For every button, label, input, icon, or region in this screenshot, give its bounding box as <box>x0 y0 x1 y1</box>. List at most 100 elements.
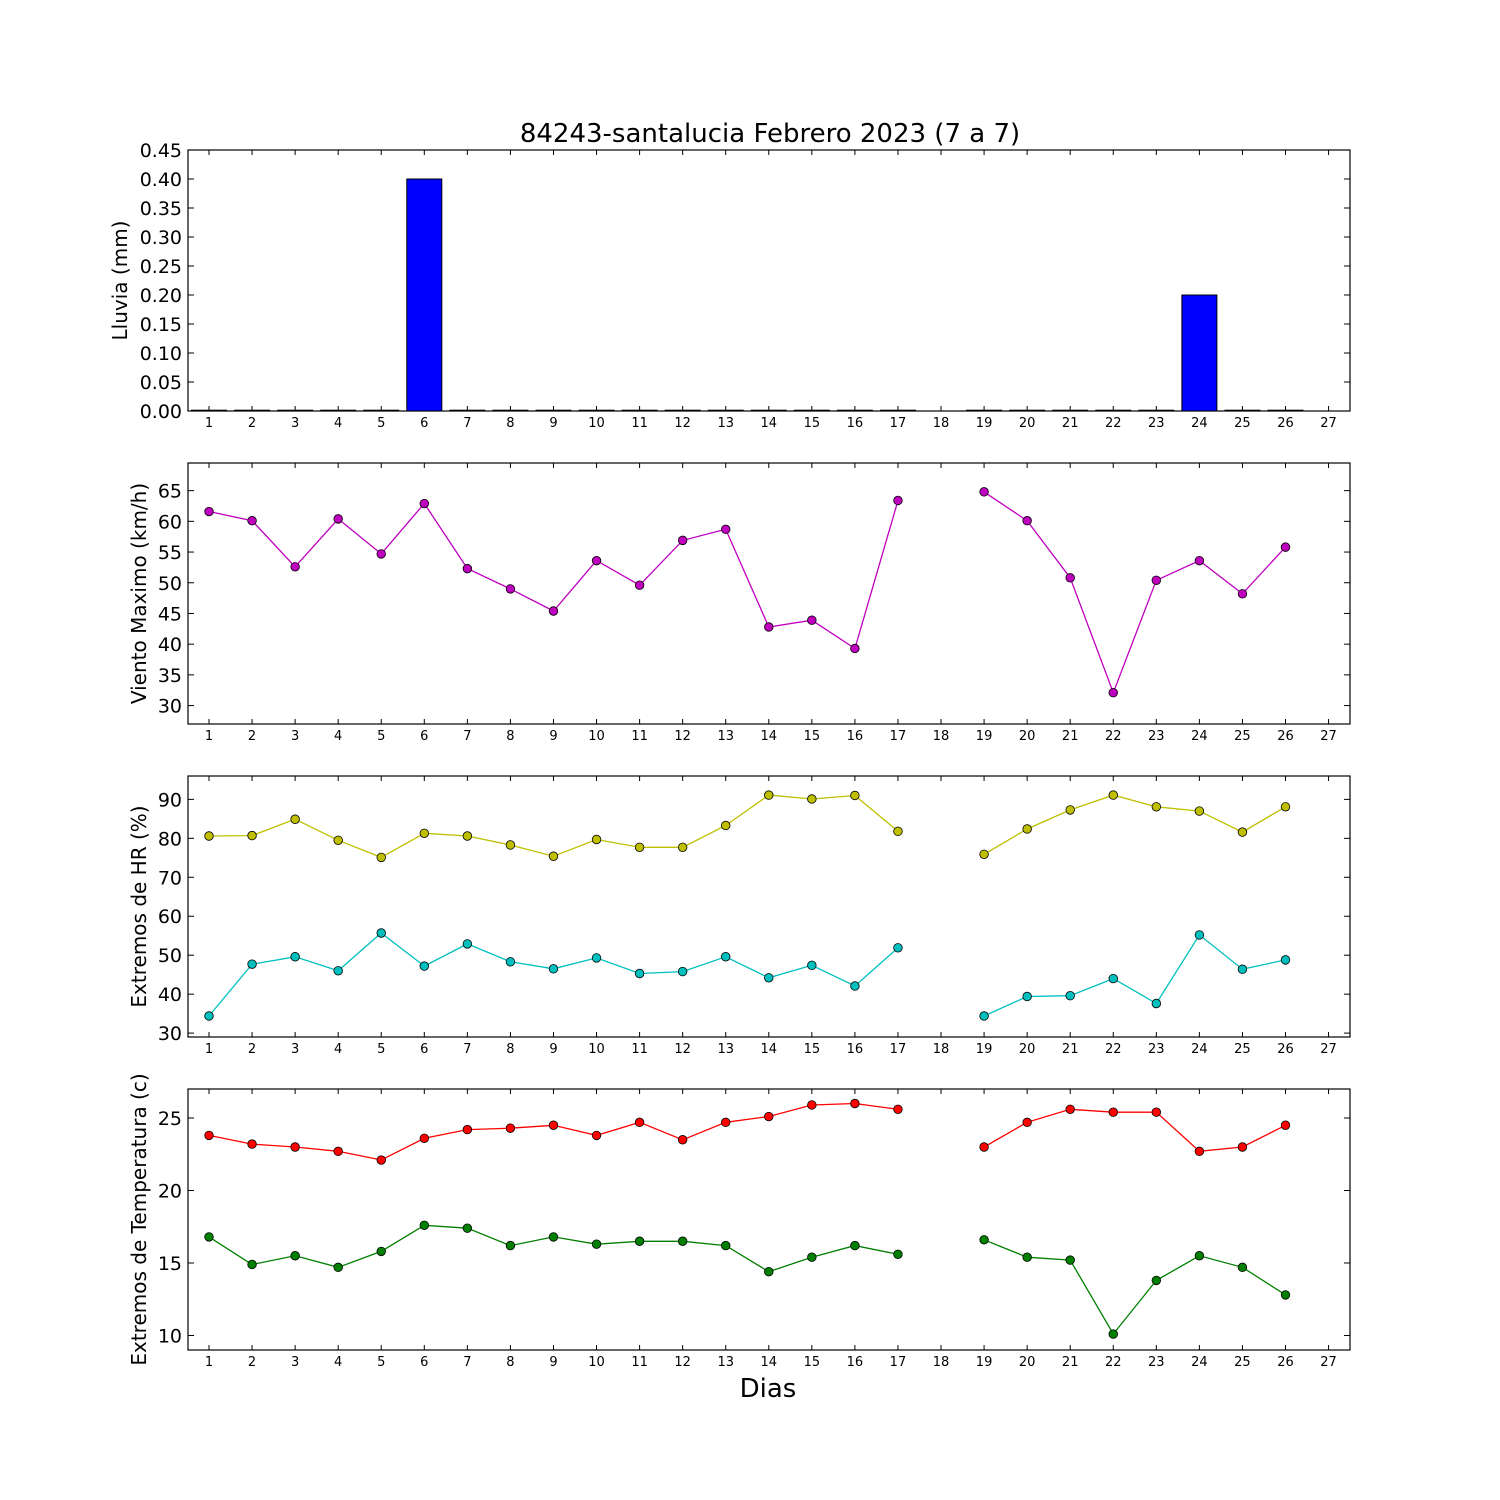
rain-bar <box>578 409 615 412</box>
x-tick-label: 23 <box>1148 729 1165 744</box>
data-point <box>462 1124 473 1135</box>
rain-bar <box>750 409 787 412</box>
panel-frame <box>187 1088 1351 1351</box>
data-point <box>505 957 516 967</box>
data-point <box>1280 1290 1291 1300</box>
rain-bar <box>277 409 314 412</box>
data-point <box>979 487 989 497</box>
y-axis-label: Extremos de HR (%) <box>127 805 151 1007</box>
data-point <box>290 814 300 824</box>
x-tick-label: 5 <box>377 729 385 744</box>
data-point <box>1065 991 1075 1001</box>
chart-panels: 0.00 0.05 0.10 0.15 0.20 0.25 0.30 0.35 0.40 0.45… <box>108 140 1351 1370</box>
x-tick-label: 13 <box>717 1355 734 1370</box>
data-point <box>333 1262 343 1273</box>
x-tick-label: 18 <box>933 729 950 744</box>
x-tick-label: 21 <box>1062 1042 1079 1057</box>
x-tick-label: 23 <box>1148 1042 1165 1057</box>
data-point <box>1022 1117 1032 1128</box>
x-tick-label: 18 <box>933 416 950 431</box>
rain-bar <box>1009 409 1046 412</box>
data-point <box>1108 973 1118 984</box>
x-tick-label: 10 <box>588 1042 605 1057</box>
y-tick-label: 30 <box>158 696 182 718</box>
data-point <box>419 828 430 838</box>
x-tick-label: 2 <box>248 1355 256 1370</box>
x-tick-label: 16 <box>847 729 864 744</box>
data-point <box>807 1100 817 1110</box>
data-point <box>677 535 688 546</box>
data-point <box>505 584 516 594</box>
data-point <box>850 790 860 801</box>
data-point <box>979 1142 989 1152</box>
y-tick-label: 30 <box>158 1023 182 1045</box>
x-tick-label: 4 <box>334 416 342 431</box>
rain-bar <box>793 409 830 412</box>
data-point <box>333 514 343 524</box>
data-point <box>505 1240 516 1251</box>
data-point <box>591 1130 602 1141</box>
data-point <box>1280 955 1291 965</box>
data-point <box>677 842 688 852</box>
data-point <box>807 615 817 625</box>
rain-bar <box>1181 294 1218 412</box>
data-point <box>893 495 903 506</box>
x-tick-label: 19 <box>976 416 993 431</box>
x-tick-label: 12 <box>674 1355 691 1370</box>
x-tick-label: 14 <box>761 416 778 431</box>
data-point <box>764 973 774 983</box>
data-point <box>376 928 386 938</box>
y-tick-label: 0.40 <box>140 169 182 191</box>
x-tick-label: 17 <box>890 1355 907 1370</box>
x-tick-label: 22 <box>1105 1355 1122 1370</box>
x-tick-label: 17 <box>890 416 907 431</box>
data-point <box>979 849 989 860</box>
rain-bar <box>621 409 658 412</box>
x-tick-label: 20 <box>1019 416 1036 431</box>
chart-title: 84243-santalucia Febrero 2023 (7 a 7) <box>520 119 1020 149</box>
x-tick-label: 7 <box>463 1355 471 1370</box>
data-point <box>548 1120 559 1130</box>
x-tick-label: 11 <box>631 416 648 431</box>
x-tick-label: 1 <box>205 416 213 431</box>
data-point <box>548 1232 559 1242</box>
data-point <box>548 606 559 616</box>
x-tick-label: 26 <box>1277 416 1294 431</box>
data-point <box>807 960 817 971</box>
data-point <box>850 981 860 991</box>
y-tick-label: 65 <box>158 481 182 503</box>
data-point <box>764 622 774 632</box>
data-point <box>333 966 343 976</box>
series-line <box>208 1102 1286 1161</box>
data-point <box>204 831 214 841</box>
data-point <box>1237 589 1248 599</box>
data-point <box>376 1155 386 1165</box>
data-point <box>893 1249 903 1260</box>
data-point <box>204 506 214 517</box>
x-tick-label: 23 <box>1148 416 1165 431</box>
data-point <box>893 826 903 837</box>
x-tick-label: 6 <box>420 1042 428 1057</box>
y-tick-label: 80 <box>158 828 182 850</box>
x-tick-label: 16 <box>847 1355 864 1370</box>
data-point <box>634 1117 645 1128</box>
y-tick-label: 0.45 <box>140 140 182 162</box>
x-tick-label: 18 <box>933 1355 950 1370</box>
y-axis-label: Extremos de Temperatura (c) <box>127 1073 151 1365</box>
x-tick-label: 2 <box>248 1042 256 1057</box>
x-tick-label: 7 <box>463 729 471 744</box>
rain-bar <box>836 409 873 412</box>
data-point <box>462 831 473 841</box>
x-tick-label: 21 <box>1062 729 1079 744</box>
x-tick-label: 16 <box>847 416 864 431</box>
x-tick-label: 15 <box>804 1042 821 1057</box>
x-tick-label: 8 <box>506 1042 514 1057</box>
data-point <box>247 959 257 969</box>
y-tick-label: 50 <box>158 573 182 595</box>
data-point <box>204 1130 214 1141</box>
x-tick-label: 19 <box>976 729 993 744</box>
x-tick-label: 3 <box>291 416 299 431</box>
